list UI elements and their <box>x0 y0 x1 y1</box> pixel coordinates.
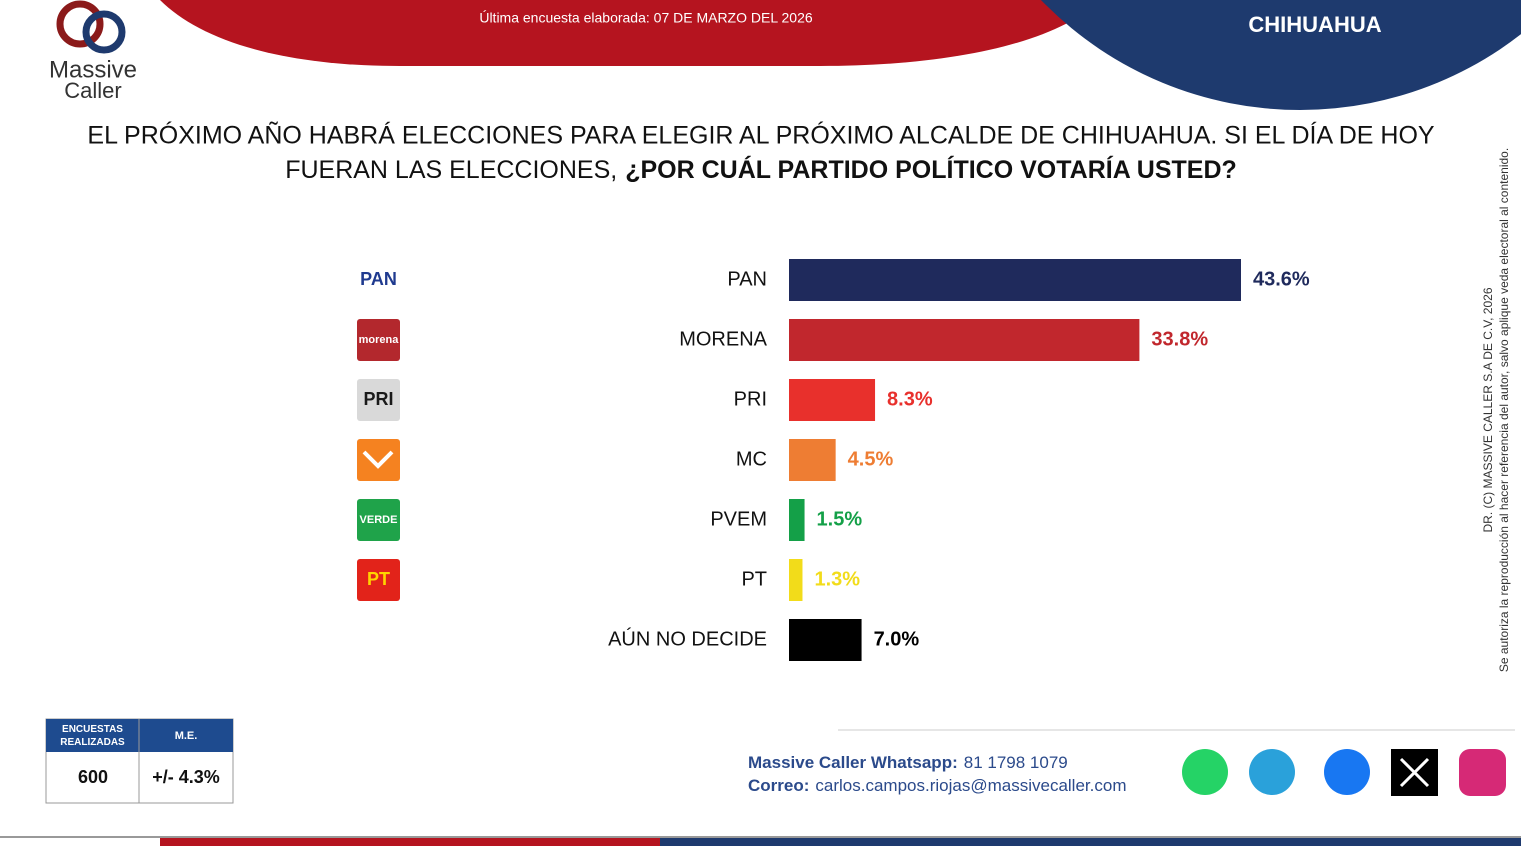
bar <box>789 439 836 481</box>
party-logo <box>357 319 400 361</box>
region: CHIHUAHUA <box>1248 12 1381 37</box>
bar <box>789 559 803 601</box>
cell-text: +/- 4.3% <box>152 767 220 787</box>
logo-glyph <box>362 450 394 469</box>
bar <box>789 319 1140 361</box>
label: Correo: <box>748 776 809 795</box>
logo-text: PAN <box>360 269 397 289</box>
whatsapp: Massive Caller Whatsapp: 81 1798 1079 <box>748 753 1068 772</box>
value: carlos.campos.riojas@massivecaller.com <box>815 776 1126 795</box>
value: 81 1798 1079 <box>964 753 1068 772</box>
footer-band <box>660 838 1521 846</box>
value-label: 4.5% <box>848 448 894 470</box>
footer-band <box>160 838 660 846</box>
value-label: 33.8% <box>1151 328 1208 350</box>
social-icons <box>1182 749 1506 796</box>
title-text: FUERAN LAS ELECCIONES, <box>285 156 617 184</box>
chart-title: FUERAN LAS ELECCIONES, ¿POR CUÁL PARTIDO … <box>285 155 1237 184</box>
category-label: PVEM <box>710 508 767 530</box>
party-logo <box>357 439 400 481</box>
category-label: MC <box>736 448 767 470</box>
side-note: DR. (C) MASSIVE CALLER S.A DE C.V, 2026 … <box>1481 148 1511 672</box>
party-logo <box>357 379 400 421</box>
instagram-icon[interactable] <box>1459 749 1506 796</box>
value-label: 8.3% <box>887 388 933 410</box>
brand-name: Caller <box>64 78 121 103</box>
bar <box>789 259 1241 301</box>
bar-chart: PAN 43.6% PAN MORENA 33.8% morena PRI 8.3% PRI MC… <box>357 259 1310 661</box>
category-label: AÚN NO DECIDE <box>608 627 767 650</box>
telegram-icon[interactable] <box>1249 749 1295 795</box>
party-logo <box>357 559 400 601</box>
value-label: 7.0% <box>874 628 920 650</box>
category-label: MORENA <box>679 328 767 350</box>
disclaimer: Se autoriza la reproducción al hacer ref… <box>1497 148 1511 672</box>
chart-title: EL PRÓXIMO AÑO HABRÁ ELECCIONES PARA ELE… <box>87 121 1434 150</box>
value-label: 43.6% <box>1253 268 1310 290</box>
region-badge <box>1041 0 1521 110</box>
x-glyph <box>1399 757 1430 788</box>
email: Correo: carlos.campos.riojas@massivecalle… <box>748 776 1126 795</box>
logo-text: PT <box>367 569 390 589</box>
label: Massive Caller Whatsapp: <box>748 753 958 772</box>
value-label: 1.3% <box>814 568 860 590</box>
bar <box>789 379 876 421</box>
table-header-cell: ENCUESTAS REALIZADAS <box>60 724 125 748</box>
brand-name: Massive <box>49 56 137 83</box>
category-label: PRI <box>734 388 767 410</box>
header-band <box>160 0 1100 66</box>
whatsapp-icon[interactable] <box>1182 749 1228 795</box>
facebook-icon[interactable] <box>1324 749 1370 795</box>
header-text: M.E. <box>175 730 198 742</box>
bar <box>789 619 862 661</box>
logo-text: morena <box>359 334 400 346</box>
cell-text: 600 <box>78 767 108 787</box>
logo-text: VERDE <box>360 514 398 526</box>
category-label: PAN <box>727 268 767 290</box>
value-label: 1.5% <box>817 508 863 530</box>
party-logo <box>357 499 400 541</box>
logo-text: PRI <box>363 389 393 409</box>
survey-date: Última encuesta elaborada: 07 DE MARZO D… <box>479 10 813 26</box>
header-text: ENCUESTAS REALIZADAS <box>60 724 125 748</box>
brand-logo: Massive Caller <box>49 0 137 103</box>
bar <box>789 499 805 541</box>
party-logo <box>357 259 400 301</box>
copyright: DR. (C) MASSIVE CALLER S.A DE C.V, 2026 <box>1481 287 1495 532</box>
category-label: PT <box>741 568 767 590</box>
sample-table: ENCUESTAS REALIZADAS M.E. 600 +/- 4.3% <box>45 718 234 804</box>
title-bold: ¿POR CUÁL PARTIDO POLÍTICO VOTARÍA USTED… <box>625 155 1237 184</box>
